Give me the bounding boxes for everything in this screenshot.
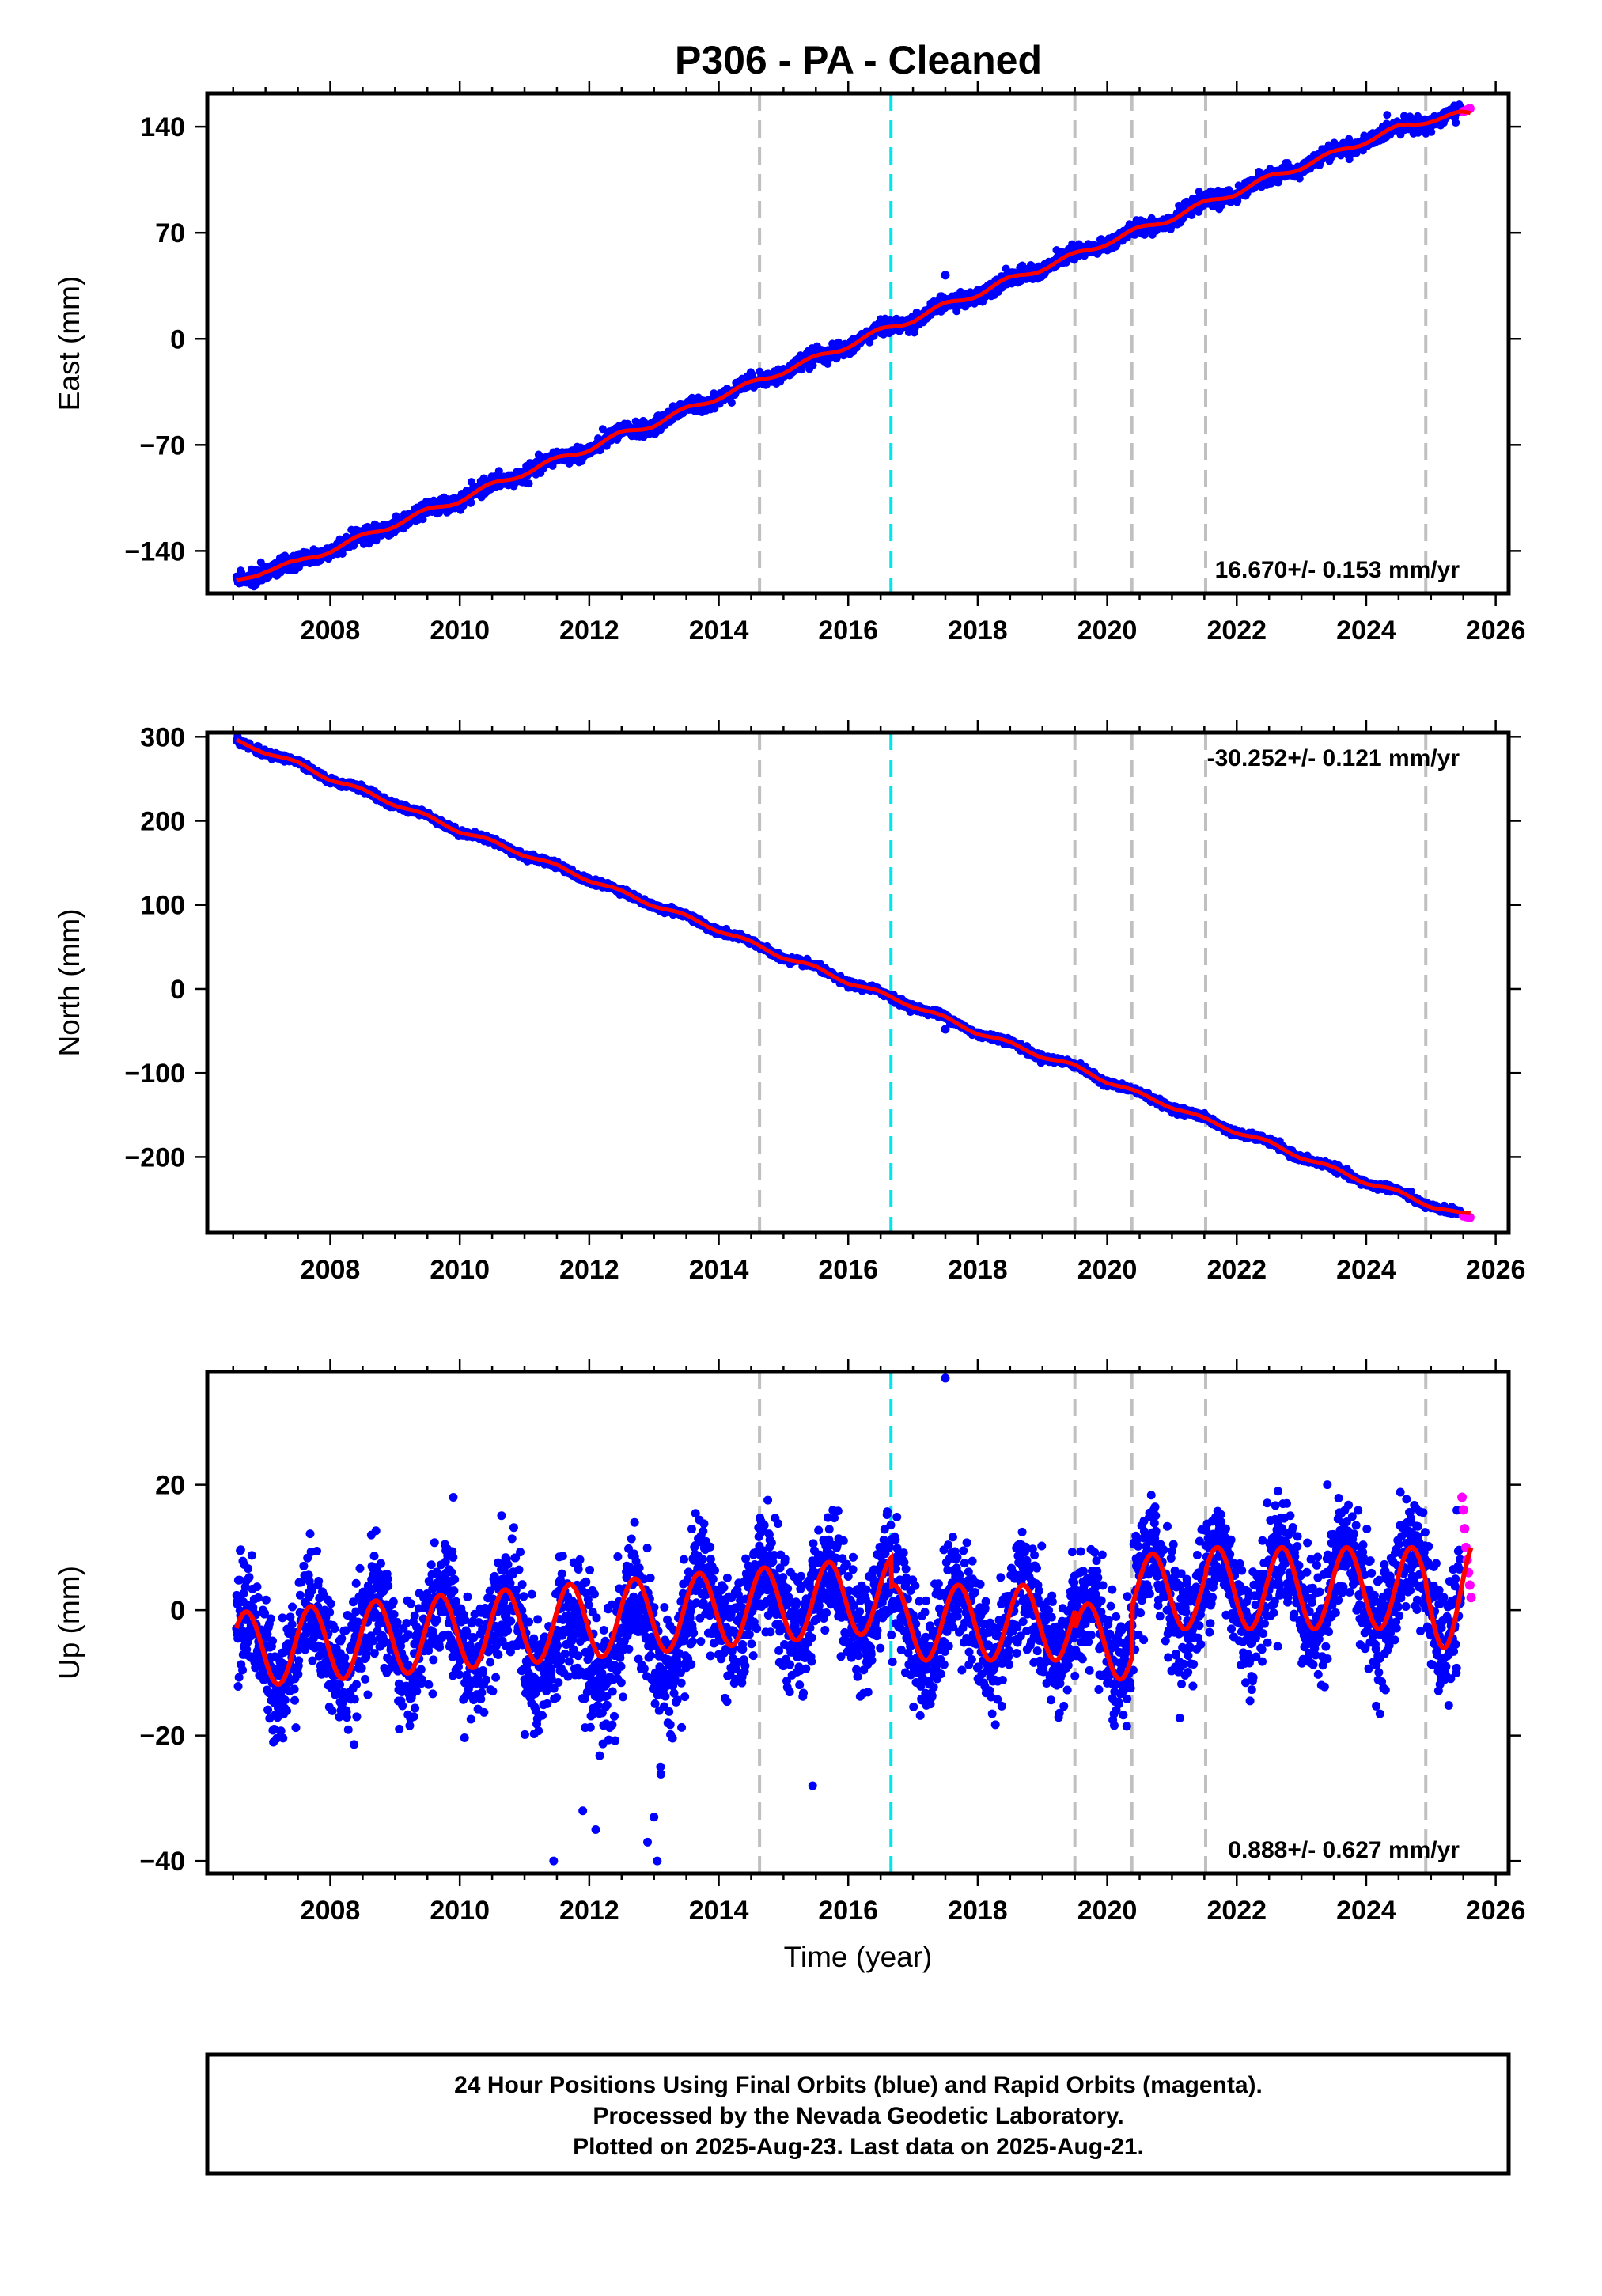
plot-frame [205,91,1511,596]
final-orbit-point [467,498,475,506]
model-fit-line [236,109,1471,582]
plot-area [232,733,1475,1233]
y-tick-label: 0 [170,324,185,354]
x-tick-label: 2026 [1466,616,1526,646]
east-panel: 2008 2010 2012 2014 2016 2018 2020 2022 2024 2026… [53,81,1525,646]
final-orbit-point [418,515,427,524]
final-orbit-point [1427,127,1436,136]
x-tick-label: 2024 [1336,616,1396,646]
north-panel: 2008 2010 2012 2014 2016 2018 2020 2022 2024 2026… [53,720,1525,1285]
x-tick-label: 2014 [689,616,749,646]
final-orbit-point [1383,111,1392,119]
final-orbit-point [338,549,347,558]
x-tick-label: 2018 [948,616,1008,646]
x-axis: 2008 2010 2012 2014 2016 2018 2020 2022 2024 2026 [232,81,1526,646]
y-tick-label: −70 [139,430,185,460]
chart-title: P306 - PA - Cleaned [675,38,1042,82]
y-axis: −140 −70 0 70 140 [124,112,1521,566]
final-orbit-point [1345,135,1354,143]
x-tick-label: 2022 [1206,616,1267,646]
plot-area [232,93,1475,593]
data-points [232,733,1475,1222]
y-tick-label: 70 [155,218,185,248]
final-orbit-point [525,479,533,488]
x-tick-label: 2008 [301,616,361,646]
y-axis-label: East (mm) [53,276,85,411]
x-tick-label: 2010 [430,616,490,646]
x-tick-label: 2012 [559,616,619,646]
final-orbit-point [494,467,503,475]
x-tick-label: 2016 [818,616,878,646]
y-tick-label: 140 [140,112,185,142]
x-tick-label: 2020 [1077,616,1138,646]
final-orbit-point [809,361,817,369]
rate-annotation: 16.670+/- 0.153 mm/yr [1215,557,1460,583]
final-orbit-point [727,399,736,407]
final-orbit-point [824,359,832,368]
y-tick-label: −140 [124,536,185,566]
final-orbit-point [1452,119,1460,127]
outlier-point [941,271,950,280]
